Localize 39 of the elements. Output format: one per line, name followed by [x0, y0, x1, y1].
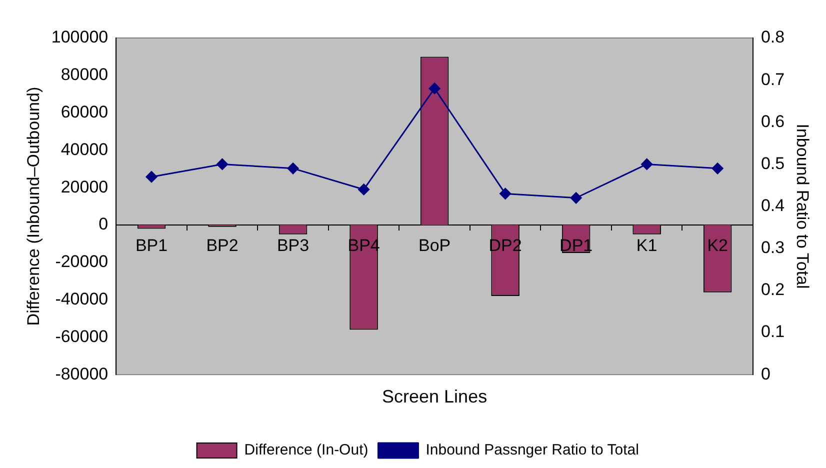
- y2-tick-label: 0.6: [760, 112, 785, 131]
- y2-axis-title: Inbound Ratio to Total: [793, 124, 812, 289]
- point: [500, 188, 512, 200]
- x-tick-label: BP2: [206, 236, 238, 256]
- y-axis-title: Difference (Inbound–Outbound): [24, 86, 43, 326]
- point: [216, 158, 228, 170]
- point: [146, 171, 158, 183]
- y2-tick-label: 0.1: [760, 322, 785, 342]
- legend-label: Difference (In-Out): [244, 442, 368, 459]
- y-tick-label: 0: [98, 214, 108, 234]
- x-tick-label: K1: [636, 236, 658, 256]
- y2-tick-label: 0.3: [760, 238, 785, 258]
- y-tick-label: 40000: [60, 140, 108, 159]
- y-tick-label: -80000: [55, 364, 108, 384]
- point: [570, 192, 582, 204]
- y2-tick-label: 0.7: [760, 70, 785, 89]
- x-axis-title: Screen Lines: [382, 386, 488, 407]
- x-tick-label: BoP: [418, 236, 451, 256]
- y-tick-label: -40000: [55, 289, 108, 308]
- legend-label: Inbound Passnger Ratio to Total: [426, 442, 639, 459]
- point: [358, 184, 370, 196]
- y-tick-label: 100000: [51, 28, 108, 47]
- point: [712, 162, 724, 174]
- y2-tick-label: 0.2: [760, 280, 785, 300]
- point: [428, 82, 440, 94]
- y2-tick-label: 0.4: [760, 196, 785, 215]
- y-tick-label: -20000: [55, 252, 108, 272]
- x-tick-label: K2: [707, 236, 728, 256]
- x-tick-label: BP3: [276, 236, 310, 256]
- y-tick-label: -60000: [55, 326, 108, 346]
- x-tick-label: BP1: [135, 236, 168, 256]
- y2-tick-label: 0.5: [760, 154, 785, 173]
- y-tick-label: 80000: [60, 65, 108, 84]
- point: [641, 158, 653, 170]
- y-tick-label: 60000: [60, 102, 108, 122]
- y2-tick-label: 0.8: [760, 28, 785, 47]
- y2-tick-label: 0: [760, 364, 770, 384]
- point: [287, 162, 299, 174]
- y-tick-label: 20000: [60, 177, 108, 196]
